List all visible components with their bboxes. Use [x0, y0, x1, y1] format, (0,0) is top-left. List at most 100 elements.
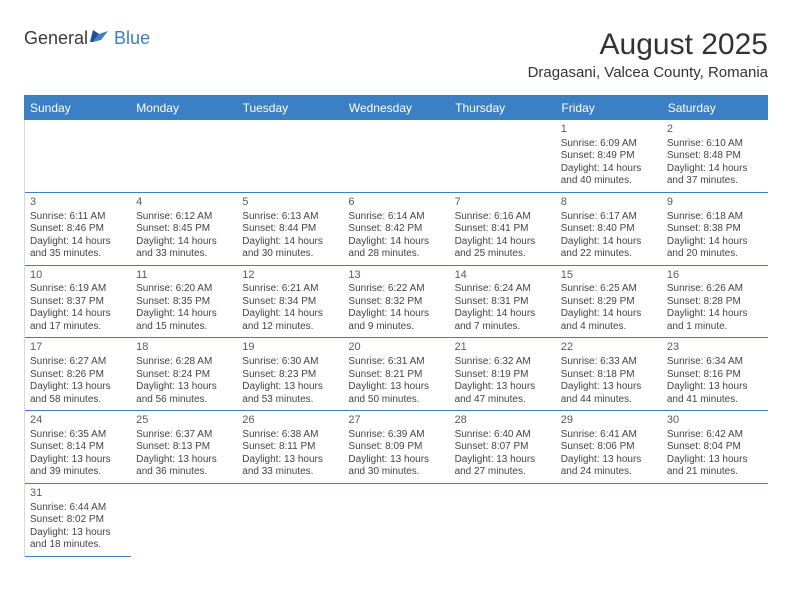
- day-detail: Sunset: 8:35 PM: [136, 296, 232, 309]
- day-detail: Sunrise: 6:39 AM: [348, 429, 444, 442]
- day-cell: 10Sunrise: 6:19 AMSunset: 8:37 PMDayligh…: [25, 266, 131, 339]
- day-detail: Sunrise: 6:21 AM: [242, 283, 338, 296]
- day-detail: and 4 minutes.: [561, 321, 657, 334]
- day-number: 3: [30, 196, 126, 210]
- day-detail: Sunset: 8:29 PM: [561, 296, 657, 309]
- day-detail: and 33 minutes.: [136, 248, 232, 261]
- empty-cell: [662, 484, 768, 557]
- day-detail: and 44 minutes.: [561, 394, 657, 407]
- day-detail: and 56 minutes.: [136, 394, 232, 407]
- day-detail: Sunset: 8:06 PM: [561, 441, 657, 454]
- day-cell: 29Sunrise: 6:41 AMSunset: 8:06 PMDayligh…: [556, 411, 662, 484]
- day-detail: and 33 minutes.: [242, 466, 338, 479]
- day-number: 15: [561, 269, 657, 283]
- day-detail: Daylight: 14 hours: [242, 308, 338, 321]
- day-number: 14: [455, 269, 551, 283]
- day-header: Monday: [130, 96, 236, 120]
- day-detail: and 24 minutes.: [561, 466, 657, 479]
- day-detail: Daylight: 13 hours: [136, 381, 232, 394]
- day-number: 12: [242, 269, 338, 283]
- day-detail: Sunrise: 6:16 AM: [455, 211, 551, 224]
- day-cell: 6Sunrise: 6:14 AMSunset: 8:42 PMDaylight…: [343, 193, 449, 266]
- day-detail: and 53 minutes.: [242, 394, 338, 407]
- day-detail: Daylight: 14 hours: [30, 308, 126, 321]
- week-row: 17Sunrise: 6:27 AMSunset: 8:26 PMDayligh…: [24, 338, 768, 411]
- day-detail: Sunrise: 6:28 AM: [136, 356, 232, 369]
- day-detail: Daylight: 13 hours: [30, 454, 126, 467]
- day-number: 21: [455, 341, 551, 355]
- day-number: 9: [667, 196, 763, 210]
- logo-general: General: [24, 28, 88, 49]
- empty-cell: [450, 484, 556, 557]
- header: General Blue August 2025 Dragasani, Valc…: [24, 28, 768, 81]
- day-detail: Sunset: 8:04 PM: [667, 441, 763, 454]
- day-detail: Sunset: 8:16 PM: [667, 369, 763, 382]
- day-header: Tuesday: [237, 96, 343, 120]
- day-detail: Sunset: 8:07 PM: [455, 441, 551, 454]
- day-detail: Sunset: 8:21 PM: [348, 369, 444, 382]
- day-cell: 18Sunrise: 6:28 AMSunset: 8:24 PMDayligh…: [131, 338, 237, 411]
- day-number: 2: [667, 123, 763, 137]
- day-detail: Sunset: 8:48 PM: [667, 150, 763, 163]
- day-cell: 14Sunrise: 6:24 AMSunset: 8:31 PMDayligh…: [450, 266, 556, 339]
- day-number: 25: [136, 414, 232, 428]
- day-detail: Sunset: 8:09 PM: [348, 441, 444, 454]
- day-number: 7: [455, 196, 551, 210]
- flag-icon: [90, 28, 112, 49]
- empty-cell: [237, 484, 343, 557]
- day-detail: Daylight: 14 hours: [348, 308, 444, 321]
- day-number: 27: [348, 414, 444, 428]
- day-detail: Daylight: 13 hours: [667, 381, 763, 394]
- week-row: 10Sunrise: 6:19 AMSunset: 8:37 PMDayligh…: [24, 266, 768, 339]
- day-number: 18: [136, 341, 232, 355]
- day-detail: Sunrise: 6:24 AM: [455, 283, 551, 296]
- day-detail: Sunrise: 6:34 AM: [667, 356, 763, 369]
- day-cell: 30Sunrise: 6:42 AMSunset: 8:04 PMDayligh…: [662, 411, 768, 484]
- day-number: 31: [30, 487, 126, 501]
- day-detail: Sunrise: 6:41 AM: [561, 429, 657, 442]
- day-number: 6: [348, 196, 444, 210]
- day-detail: Sunrise: 6:14 AM: [348, 211, 444, 224]
- empty-cell: [343, 120, 449, 193]
- day-detail: Daylight: 14 hours: [561, 163, 657, 176]
- day-cell: 21Sunrise: 6:32 AMSunset: 8:19 PMDayligh…: [450, 338, 556, 411]
- day-detail: Sunrise: 6:11 AM: [30, 211, 126, 224]
- day-number: 26: [242, 414, 338, 428]
- day-detail: Daylight: 14 hours: [455, 308, 551, 321]
- day-detail: Sunset: 8:28 PM: [667, 296, 763, 309]
- day-cell: 15Sunrise: 6:25 AMSunset: 8:29 PMDayligh…: [556, 266, 662, 339]
- title-block: August 2025 Dragasani, Valcea County, Ro…: [528, 28, 768, 81]
- day-number: 4: [136, 196, 232, 210]
- day-detail: Sunset: 8:19 PM: [455, 369, 551, 382]
- day-detail: Sunrise: 6:32 AM: [455, 356, 551, 369]
- day-number: 10: [30, 269, 126, 283]
- day-number: 24: [30, 414, 126, 428]
- day-detail: and 12 minutes.: [242, 321, 338, 334]
- day-detail: Daylight: 13 hours: [242, 381, 338, 394]
- day-detail: Sunset: 8:26 PM: [30, 369, 126, 382]
- day-number: 30: [667, 414, 763, 428]
- day-number: 29: [561, 414, 657, 428]
- day-detail: Sunrise: 6:44 AM: [30, 502, 126, 515]
- day-detail: Daylight: 14 hours: [242, 236, 338, 249]
- day-detail: Sunset: 8:42 PM: [348, 223, 444, 236]
- day-number: 8: [561, 196, 657, 210]
- week-row: 3Sunrise: 6:11 AMSunset: 8:46 PM Daylight…: [24, 193, 768, 266]
- day-detail: Sunset: 8:46 PM: [30, 223, 126, 236]
- day-detail: and 37 minutes.: [667, 175, 763, 188]
- day-detail: Sunset: 8:11 PM: [242, 441, 338, 454]
- calendar: Sunday Monday Tuesday Wednesday Thursday…: [24, 95, 768, 557]
- day-detail: Daylight: 13 hours: [348, 381, 444, 394]
- day-detail: and 21 minutes.: [667, 466, 763, 479]
- day-detail: Daylight: 13 hours: [667, 454, 763, 467]
- day-detail: and 41 minutes.: [667, 394, 763, 407]
- day-cell: 28Sunrise: 6:40 AMSunset: 8:07 PMDayligh…: [450, 411, 556, 484]
- day-detail: Sunrise: 6:30 AM: [242, 356, 338, 369]
- day-cell: 12Sunrise: 6:21 AMSunset: 8:34 PMDayligh…: [237, 266, 343, 339]
- day-detail: and 40 minutes.: [561, 175, 657, 188]
- day-detail: Sunset: 8:24 PM: [136, 369, 232, 382]
- day-detail: Sunrise: 6:18 AM: [667, 211, 763, 224]
- day-detail: Sunrise: 6:27 AM: [30, 356, 126, 369]
- day-detail: Daylight: 14 hours: [136, 236, 232, 249]
- day-detail: Sunset: 8:44 PM: [242, 223, 338, 236]
